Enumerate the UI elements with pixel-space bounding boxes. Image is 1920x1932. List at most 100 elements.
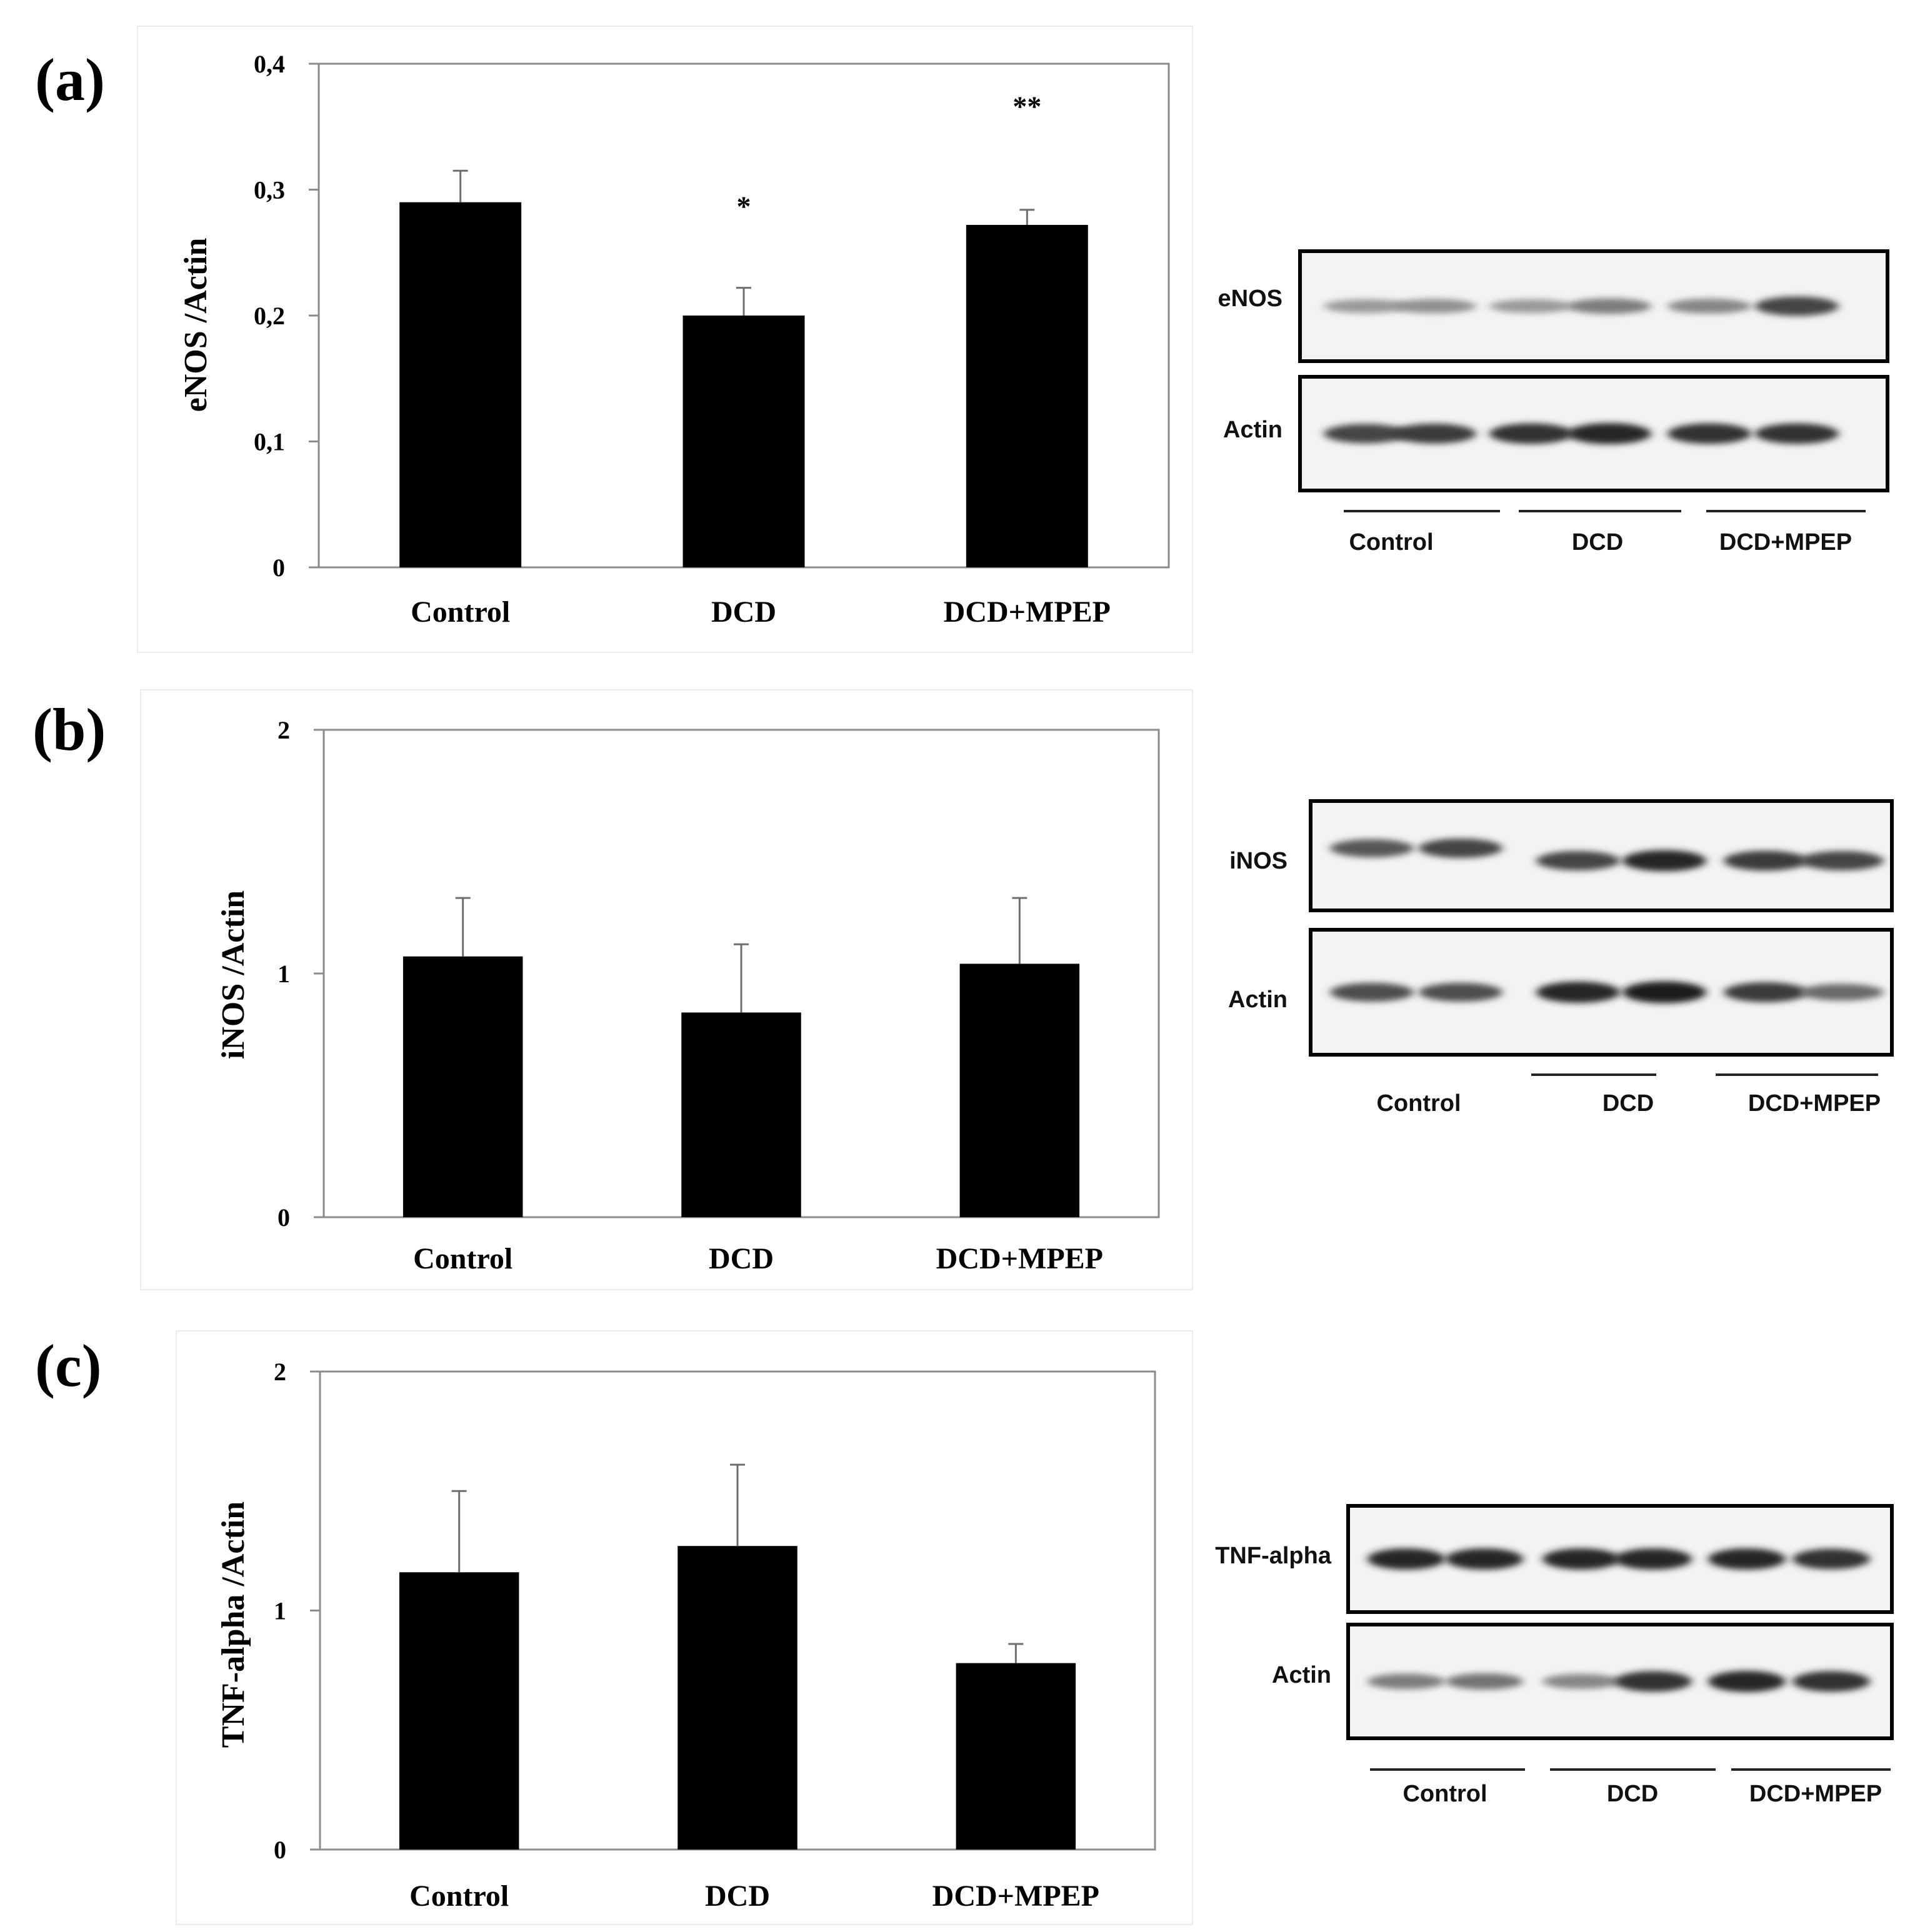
x-category-label: DCD+MPEP <box>936 1242 1103 1275</box>
x-category-label: DCD <box>705 1880 770 1913</box>
panel-c-letter: (c) <box>35 1332 102 1399</box>
y-tick-label: 2 <box>278 716 290 744</box>
blot-row-label: iNOS <box>1229 848 1288 874</box>
panel-a-bars: 0 0,1 0,2 0,3 0,4 Control * DCD ** DCD+MPEP <box>254 50 1170 629</box>
y-tick-label: 2 <box>274 1358 286 1386</box>
blot-band <box>1392 424 1476 444</box>
x-category-label: Control <box>409 1880 509 1913</box>
blot-band <box>1368 1673 1445 1690</box>
blot-group-label: Control <box>1376 1090 1461 1117</box>
blot-group-label: Control <box>1402 1781 1487 1807</box>
significance-marker: * <box>737 191 751 222</box>
y-tick-label: 0,2 <box>254 302 285 330</box>
panel-c-western-blot: TNF-alpha Actin Control DCD DCD+MPEP <box>1215 1504 1894 1807</box>
y-tick-label: 0 <box>278 1203 290 1232</box>
bar-dcd-mpep <box>966 224 1088 567</box>
blot-group-label: DCD+MPEP <box>1749 1781 1882 1807</box>
y-tick-label: 1 <box>274 1597 286 1625</box>
blot-band <box>1755 296 1839 316</box>
blot-band <box>1446 1673 1523 1690</box>
blot-band <box>1724 982 1808 1002</box>
blot-band <box>1755 423 1839 444</box>
panel-b-bars: 0 1 2 Control DCD DCD+MPEP <box>278 716 1160 1275</box>
blot-band <box>1330 839 1414 857</box>
x-category-label: DCD <box>709 1242 774 1275</box>
blot-row-label: TNF-alpha <box>1215 1543 1332 1569</box>
panel-b-y-axis-label: iNOS /Actin <box>216 890 251 1059</box>
y-tick-label: 0,4 <box>254 50 285 78</box>
blot-row-label: Actin <box>1223 417 1282 443</box>
panel-c-chart-frame <box>176 1330 1193 1925</box>
panel-a-y-axis-label: eNOS /Actin <box>178 238 214 412</box>
blot-band <box>1392 299 1476 314</box>
blot-band <box>1668 299 1751 314</box>
blot-group-label: DCD <box>1602 1090 1654 1117</box>
panel-a-chart-frame <box>137 26 1193 653</box>
bar-control <box>399 202 522 567</box>
blot-band <box>1792 1548 1870 1570</box>
blot-band <box>1542 1548 1620 1570</box>
blot-band <box>1568 423 1651 444</box>
bar-dcd <box>678 1546 798 1850</box>
x-category-label: Control <box>413 1242 512 1275</box>
panel-b: (b) iNOS /Actin 0 1 2 Control DCD DCD+MPEP iN… <box>32 689 1894 1290</box>
bar-control <box>399 1572 519 1850</box>
blot-band <box>1800 851 1884 870</box>
blot-group-label: DCD <box>1572 529 1623 555</box>
blot-band <box>1542 1674 1620 1689</box>
blot-band <box>1614 1671 1692 1692</box>
blot-band <box>1568 298 1651 314</box>
y-tick-label: 1 <box>278 960 290 988</box>
panel-a-letter: (a) <box>35 46 105 113</box>
blot-band <box>1368 1548 1445 1570</box>
blot-band <box>1419 839 1502 858</box>
blot-band <box>1622 981 1706 1003</box>
significance-marker: ** <box>1012 91 1041 122</box>
x-category-label: DCD <box>711 595 776 629</box>
blot-band <box>1489 423 1573 444</box>
blot-band <box>1419 983 1502 1002</box>
blot-group-label: Control <box>1349 529 1433 555</box>
blot-band <box>1324 424 1408 444</box>
blot-band <box>1724 850 1808 871</box>
bar-dcd <box>682 316 805 567</box>
panel-a-western-blot: eNOS Actin Control DCD DCD+MPEP <box>1218 249 1889 555</box>
blot-row-label: Actin <box>1228 987 1288 1013</box>
blot-group-label: DCD+MPEP <box>1748 1090 1881 1117</box>
blot-group-label: DCD <box>1607 1781 1658 1807</box>
panel-b-letter: (b) <box>32 696 106 763</box>
panel-b-western-blot: iNOS Actin Control DCD DCD+MPEP <box>1228 799 1894 1117</box>
blot-band <box>1708 1548 1786 1570</box>
blot-band <box>1446 1548 1523 1570</box>
y-tick-label: 0 <box>272 554 285 582</box>
y-tick-label: 0 <box>274 1836 286 1864</box>
panel-a: (a) eNOS /Actin 0 0,1 0,2 0,3 0,4 Control * DCD… <box>35 26 1889 653</box>
blot-band <box>1330 983 1414 1002</box>
y-tick-label: 0,1 <box>254 428 285 456</box>
blot-band <box>1622 850 1706 872</box>
x-category-label: DCD+MPEP <box>944 595 1111 629</box>
y-tick-label: 0,3 <box>254 176 285 204</box>
blot-band <box>1792 1671 1870 1692</box>
blot-row-label: eNOS <box>1218 286 1282 312</box>
bar-dcd <box>681 1012 801 1217</box>
blot-row-label: Actin <box>1272 1662 1331 1688</box>
bar-dcd-mpep <box>956 1663 1076 1850</box>
panel-c-y-axis-label: TNF-alpha /Actin <box>216 1501 251 1748</box>
x-category-label: DCD+MPEP <box>932 1880 1099 1913</box>
blot-band <box>1800 983 1884 1001</box>
blot-band <box>1614 1548 1692 1570</box>
panel-b-chart-frame <box>140 689 1193 1290</box>
blot-band <box>1324 299 1408 313</box>
blot-band <box>1489 299 1573 313</box>
blot-band <box>1668 423 1751 444</box>
bar-control <box>402 956 523 1217</box>
panel-c-bars: 0 1 2 Control DCD DCD+MPEP <box>274 1358 1156 1913</box>
blot-band <box>1536 851 1620 870</box>
bar-dcd-mpep <box>959 964 1080 1217</box>
blot-group-label: DCD+MPEP <box>1719 529 1852 555</box>
panel-c: (c) TNF-alpha /Actin 0 1 2 Control DCD DCD+MP… <box>35 1330 1894 1925</box>
x-category-label: Control <box>411 595 510 629</box>
blot-band <box>1708 1671 1786 1692</box>
